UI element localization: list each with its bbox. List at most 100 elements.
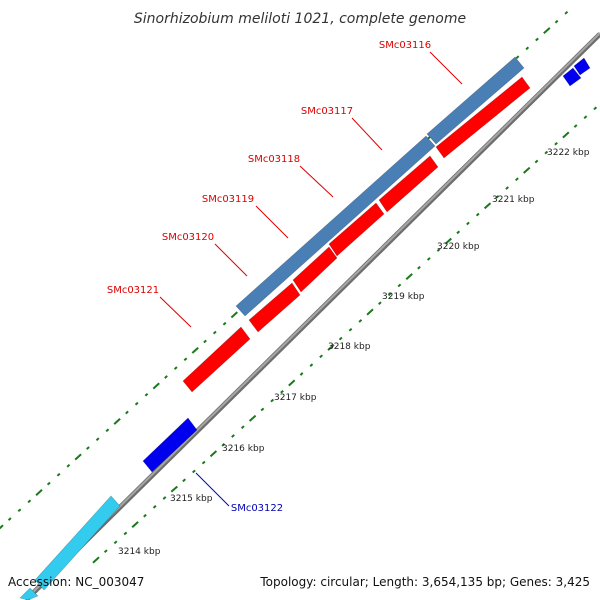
tick-mark	[456, 230, 461, 235]
accession-text: Accession: NC_003047	[8, 575, 144, 589]
tick-mark	[46, 481, 51, 486]
steelblue-feature	[426, 56, 525, 145]
tick-mark	[230, 311, 238, 319]
cyan-gene	[34, 495, 121, 591]
tick-mark	[212, 330, 217, 335]
tick-mark	[0, 524, 4, 530]
label-leader-line	[195, 472, 230, 507]
tick-mark	[564, 10, 569, 15]
label-leader-line	[214, 243, 248, 277]
tick-mark	[515, 177, 519, 182]
tick-mark	[378, 301, 382, 305]
tick-mark	[221, 443, 226, 447]
tick-mark	[183, 357, 188, 362]
blue-gene	[142, 417, 198, 473]
tick-mark	[143, 513, 147, 518]
tick-mark	[554, 141, 558, 146]
tick-mark	[27, 499, 32, 504]
gene-label-smc03121[interactable]: SMc03121	[107, 285, 159, 296]
gene-label-smc03117[interactable]: SMc03117	[301, 106, 353, 117]
backbone-highlight	[25, 32, 600, 600]
scale-label: 3220 kbp	[437, 242, 480, 252]
tick-mark	[231, 434, 235, 438]
blue-gene	[573, 57, 591, 76]
label-leader-line	[159, 296, 192, 328]
tick-mark	[505, 186, 509, 190]
tick-mark	[66, 463, 71, 468]
tick-mark	[436, 248, 441, 252]
tick-mark	[299, 372, 304, 376]
tick-mark	[152, 382, 160, 390]
tick-mark	[543, 27, 551, 35]
tick-mark	[554, 19, 559, 24]
red-gene	[328, 202, 385, 257]
gene-label-smc03122[interactable]: SMc03122	[231, 503, 283, 514]
tick-mark	[123, 531, 128, 536]
tick-mark	[35, 489, 43, 496]
tick-mark	[327, 344, 335, 351]
red-gene	[435, 76, 531, 159]
label-leader-line	[429, 51, 463, 85]
tick-mark	[248, 414, 257, 422]
tick-mark	[426, 257, 431, 261]
tick-mark	[358, 319, 363, 323]
tick-mark	[144, 392, 149, 397]
tick-mark	[387, 292, 392, 297]
tick-mark	[309, 363, 314, 367]
tick-mark	[192, 469, 196, 474]
steelblue-feature	[235, 135, 436, 317]
tick-mark	[86, 446, 90, 450]
red-gene	[378, 155, 439, 213]
gene-label-smc03118[interactable]: SMc03118	[248, 154, 300, 165]
tick-mark	[95, 437, 100, 442]
tick-mark	[562, 131, 570, 139]
tick-mark	[417, 265, 421, 270]
tick-mark	[544, 150, 549, 155]
tick-mark	[523, 166, 531, 174]
tick-mark	[170, 485, 178, 493]
label-leader-line	[255, 205, 289, 239]
tick-mark	[92, 556, 100, 564]
backbone	[24, 32, 600, 600]
tick-mark	[125, 410, 129, 415]
tick-mark	[534, 159, 539, 164]
tick-mark	[134, 401, 139, 406]
tick-mark	[495, 195, 500, 199]
tick-mark	[105, 428, 110, 433]
tick-mark	[240, 425, 245, 429]
scale-labels: 3222 kbp 3221 kbp 3220 kbp 3219 kbp 3218…	[118, 148, 590, 557]
scale-label: 3219 kbp	[382, 292, 425, 302]
tick-mark	[113, 417, 121, 425]
scale-label: 3222 kbp	[547, 148, 590, 158]
scale-label: 3216 kbp	[222, 444, 265, 454]
tick-mark	[152, 505, 157, 509]
tick-mark	[209, 450, 218, 458]
tick-mark	[319, 354, 323, 359]
tick-mark	[288, 379, 296, 387]
tick-mark	[191, 346, 199, 354]
tick-mark	[525, 46, 530, 51]
tick-mark	[103, 549, 108, 553]
tick-mark	[74, 453, 82, 461]
blue-gene	[562, 67, 582, 87]
red-gene	[248, 282, 301, 333]
tick-mark	[515, 55, 520, 60]
scale-label: 3217 kbp	[274, 393, 317, 403]
label-leader-line	[299, 165, 334, 198]
scale-label: 3221 kbp	[492, 195, 535, 205]
tick-mark	[131, 521, 139, 529]
label-leader-line	[351, 117, 383, 151]
gene-label-smc03119[interactable]: SMc03119	[202, 194, 254, 205]
tick-mark	[535, 37, 539, 42]
tick-mark	[405, 273, 413, 281]
tick-mark	[475, 212, 480, 217]
tick-mark	[583, 115, 588, 120]
gene-label-smc03116[interactable]: SMc03116	[379, 40, 431, 51]
tick-mark	[466, 221, 470, 226]
gene-labels: SMc03116 SMc03117 SMc03118 SMc03119 SMc0…	[107, 40, 431, 514]
tick-mark	[203, 339, 207, 344]
gene-label-smc03120[interactable]: SMc03120	[162, 232, 214, 243]
tick-mark	[162, 496, 167, 500]
